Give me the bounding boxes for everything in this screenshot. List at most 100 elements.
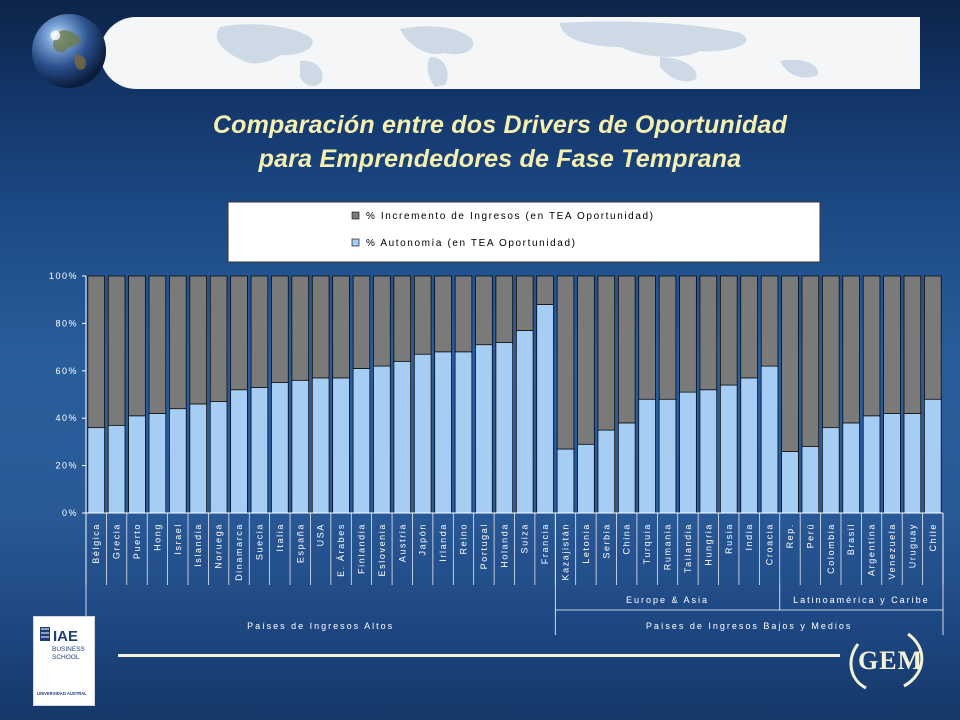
group-label-1: Países de Ingresos Bajos y Medios [646, 621, 853, 631]
x-tick-label: Reino [458, 523, 468, 555]
x-tick-label: Finlandia [356, 523, 366, 574]
x-tick-label: Rep. [785, 523, 795, 548]
y-tick-label: 60% [55, 366, 78, 376]
x-tick-label: India [744, 523, 754, 551]
bar-incremento [638, 275, 656, 400]
bar-incremento [822, 275, 840, 429]
gem-logo: GEM [846, 630, 926, 692]
header-map-banner [100, 17, 920, 89]
bar-incremento [903, 275, 922, 414]
bar-incremento [740, 275, 758, 379]
bar-autonomia [903, 413, 922, 514]
slide-title: Comparación entre dos Drivers de Oportun… [100, 108, 900, 176]
x-tick-label: Uruguay [907, 523, 917, 568]
bar-autonomia [352, 368, 371, 514]
bar-incremento [495, 275, 514, 343]
bar-autonomia [189, 403, 207, 514]
x-tick-label: Tailandia [683, 523, 693, 573]
bar-incremento [107, 275, 126, 426]
bar-autonomia [148, 413, 167, 514]
bar-autonomia [801, 446, 820, 514]
x-tick-label: Islandia [193, 523, 203, 567]
bar-incremento [393, 275, 411, 362]
x-tick-label: Rusia [724, 523, 734, 554]
subgroup-label-0: Europe & Asia [626, 595, 709, 605]
x-tick-label: Holanda [499, 523, 509, 568]
x-tick-label: China [622, 523, 632, 555]
bar-autonomia [413, 353, 432, 514]
bar-incremento [454, 275, 473, 353]
legend-label-0: % Incremento de Ingresos (en TEA Oportun… [366, 211, 655, 222]
x-tick-label: España [295, 523, 305, 563]
bar-incremento [801, 275, 820, 447]
x-tick-label: Portugal [479, 523, 489, 569]
bar-autonomia [536, 304, 554, 514]
bar-autonomia [597, 429, 616, 514]
bar-autonomia [495, 342, 514, 514]
bar-incremento [720, 275, 738, 386]
bar-autonomia [862, 415, 881, 514]
x-tick-label: Argentina [867, 523, 877, 576]
title-line-2: para Emprendedores de Fase Temprana [258, 145, 742, 173]
x-tick-label: Grecia [112, 523, 122, 559]
bar-incremento [556, 275, 575, 450]
bar-autonomia [128, 415, 146, 514]
legend-box [227, 201, 821, 263]
bar-incremento [332, 275, 350, 379]
bar-incremento [597, 275, 616, 431]
x-tick-label: Italia [275, 523, 285, 552]
bar-autonomia [842, 422, 860, 514]
bar-incremento [209, 275, 228, 402]
x-tick-label: Turquia [642, 523, 652, 564]
gem-logo-text: GEM [858, 646, 924, 675]
x-tick-label: Puerto [132, 523, 142, 559]
x-tick-label: Israel [173, 523, 183, 555]
bar-autonomia [291, 379, 309, 514]
legend-swatch-1 [351, 238, 360, 247]
bar-incremento [230, 275, 248, 391]
bar-incremento [189, 275, 207, 405]
bar-autonomia [107, 424, 126, 514]
x-tick-label: Irlanda [438, 523, 448, 562]
bar-autonomia [556, 448, 575, 514]
bar-autonomia [311, 377, 330, 514]
bar-autonomia [475, 344, 493, 514]
bar-incremento [311, 275, 330, 379]
x-tick-label: USA [316, 523, 326, 546]
x-tick-label: Perú [805, 523, 815, 548]
bar-incremento [87, 275, 105, 429]
bar-autonomia [169, 408, 187, 514]
bar-incremento [373, 275, 391, 367]
x-tick-label: Suecia [254, 523, 264, 560]
bar-incremento [536, 275, 554, 305]
bar-incremento [169, 275, 187, 410]
x-tick-label: Suiza [520, 523, 530, 554]
iae-logo-sub1: BUSINESS [52, 646, 86, 653]
bar-incremento [658, 275, 677, 400]
iae-logo: IAE BUSINESS SCHOOL UNIVERSIDAD AUSTRAL [33, 616, 95, 706]
x-tick-label: Rumania [663, 523, 673, 570]
bar-incremento [577, 275, 595, 445]
x-tick-label: Noruega [214, 523, 224, 569]
bar-autonomia [393, 360, 411, 514]
x-tick-label: Austria [397, 523, 407, 562]
iae-logo-univ: UNIVERSIDAD AUSTRAL [37, 691, 87, 696]
bar-autonomia [332, 377, 350, 514]
x-tick-label: Venezuela [887, 523, 897, 579]
y-tick-label: 100% [49, 271, 78, 281]
bar-incremento [842, 275, 860, 424]
footer-rule [118, 654, 840, 657]
bar-incremento [148, 275, 167, 414]
x-tick-label: Colombia [826, 523, 836, 574]
bar-incremento [128, 275, 146, 417]
bar-autonomia [271, 382, 289, 514]
bar-autonomia [638, 398, 656, 514]
bar-incremento [760, 275, 779, 367]
bar-incremento [515, 275, 534, 331]
x-tick-label: E. Árabes [336, 523, 346, 577]
bar-incremento [679, 275, 697, 393]
x-tick-label: Hong [152, 523, 162, 551]
y-tick-label: 20% [55, 461, 78, 471]
globe-icon [31, 13, 107, 89]
bar-autonomia [87, 427, 105, 514]
